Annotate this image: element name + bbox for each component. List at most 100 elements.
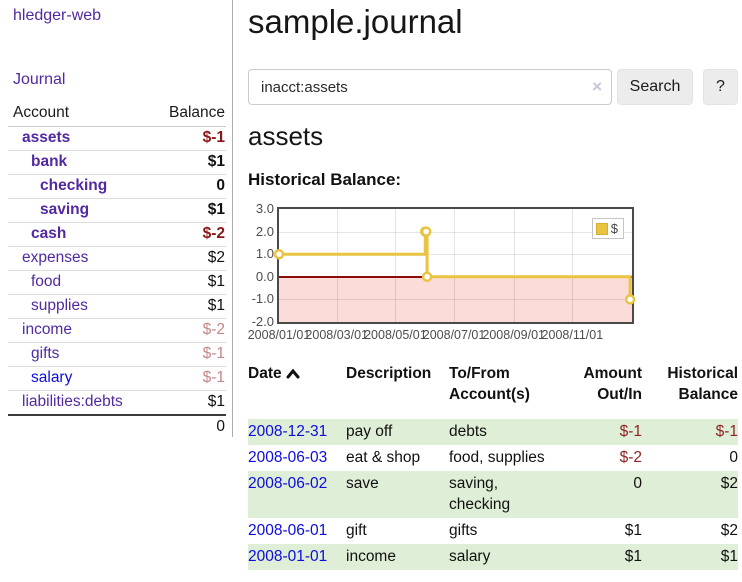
plot-area: $: [277, 207, 634, 324]
account-row: liabilities:debts $1: [8, 391, 226, 416]
account-link[interactable]: checking: [8, 177, 107, 195]
account-row: expenses $2: [8, 247, 226, 271]
account-link[interactable]: cash: [8, 225, 66, 243]
account-link[interactable]: gifts: [8, 345, 59, 363]
accounts-total-value: 0: [150, 415, 226, 439]
account-balance: $1: [150, 199, 226, 223]
transaction-description: gift: [346, 518, 449, 544]
account-balance: $1: [150, 271, 226, 295]
transaction-row: 2008-06-02 save saving, checking 0 $2: [248, 471, 738, 518]
accounts-total-row: 0: [8, 415, 226, 439]
page-title: sample.journal: [248, 0, 463, 44]
accounts-total-spacer: [8, 415, 150, 439]
transaction-accounts: saving, checking: [449, 471, 559, 518]
transaction-date-link[interactable]: 2008-06-01: [248, 522, 327, 539]
y-tick-label: 1.0: [248, 246, 274, 262]
account-row: checking 0: [8, 175, 226, 199]
transaction-accounts: food, supplies: [449, 445, 559, 471]
help-button[interactable]: ?: [703, 69, 738, 105]
sort-ascending-icon[interactable]: [286, 364, 300, 385]
transactions-table: Date Description To/From Account(s) Amou…: [248, 361, 738, 570]
transaction-amount: $-1: [559, 419, 642, 445]
transaction-date-link[interactable]: 2008-06-03: [248, 449, 327, 466]
search-form: × Search ?: [248, 69, 738, 105]
account-row: salary $-1: [8, 367, 226, 391]
sidebar-divider: [232, 0, 233, 437]
account-link[interactable]: income: [8, 321, 72, 339]
account-link[interactable]: bank: [8, 153, 67, 171]
transaction-row: 2008-06-01 gift gifts $1 $2: [248, 518, 738, 544]
account-balance: $-1: [150, 343, 226, 367]
x-tick-label: 2008/09/01: [482, 328, 545, 342]
x-tick-label: 2008/05/01: [364, 328, 427, 342]
account-link[interactable]: supplies: [8, 297, 88, 315]
header-tofrom-accounts: To/From Account(s): [449, 361, 559, 419]
search-button[interactable]: Search: [617, 69, 693, 105]
sidebar-item-journal[interactable]: Journal: [13, 71, 65, 89]
account-balance: $2: [150, 247, 226, 271]
account-balance: $1: [150, 295, 226, 319]
account-link[interactable]: assets: [8, 129, 70, 147]
account-link[interactable]: saving: [8, 201, 89, 219]
series-line: [279, 232, 630, 300]
account-row: food $1: [8, 271, 226, 295]
transaction-description: eat & shop: [346, 445, 449, 471]
y-tick-label: 2.0: [248, 224, 274, 240]
data-point-marker: [626, 295, 634, 303]
historical-balance-chart: 3.02.01.00.0-1.0-2.0 $ 2008/01/012008/03…: [248, 202, 640, 344]
transaction-balance: $-1: [642, 419, 738, 445]
transaction-balance: $2: [642, 518, 738, 544]
clear-search-icon[interactable]: ×: [592, 77, 602, 96]
x-tick-label: 2008/01/01: [248, 328, 311, 342]
account-balance: $1: [150, 151, 226, 175]
data-point-marker: [423, 273, 431, 281]
accounts-header-account: Account: [8, 101, 150, 127]
main-content: sample.journal × Search ? assets Histori…: [248, 0, 738, 582]
legend-swatch: [596, 223, 608, 235]
account-heading: assets: [248, 118, 323, 154]
transaction-accounts: debts: [449, 419, 559, 445]
data-point-marker: [275, 250, 283, 258]
account-row: bank $1: [8, 151, 226, 175]
header-description: Description: [346, 361, 449, 419]
account-balance: 0: [150, 175, 226, 199]
account-row: assets $-1: [8, 127, 226, 151]
account-link[interactable]: food: [8, 273, 61, 291]
accounts-table: Account Balance assets $-1 bank $1 check…: [8, 101, 226, 439]
account-row: supplies $1: [8, 295, 226, 319]
y-tick-label: -1.0: [248, 291, 274, 307]
chart-legend: $: [592, 218, 624, 239]
data-point-marker: [422, 228, 430, 236]
x-tick-label: 2008/07/01: [423, 328, 486, 342]
transaction-date-link[interactable]: 2008-01-01: [248, 548, 327, 565]
transaction-description: pay off: [346, 419, 449, 445]
y-tick-label: 0.0: [248, 269, 274, 285]
x-tick-label: 2008/03/01: [305, 328, 368, 342]
balance-step-line: [279, 209, 632, 322]
account-balance: $-2: [150, 223, 226, 247]
account-row: cash $-2: [8, 223, 226, 247]
transaction-date-link[interactable]: 2008-12-31: [248, 423, 327, 440]
account-link[interactable]: liabilities:debts: [8, 393, 123, 411]
account-balance: $-1: [150, 127, 226, 151]
account-row: income $-2: [8, 319, 226, 343]
account-row: saving $1: [8, 199, 226, 223]
search-input[interactable]: [248, 69, 612, 105]
transaction-balance: $1: [642, 544, 738, 570]
account-link[interactable]: salary: [8, 369, 72, 387]
transaction-row: 2008-06-03 eat & shop food, supplies $-2…: [248, 445, 738, 471]
transaction-balance: $2: [642, 471, 738, 518]
transaction-row: 2008-01-01 income salary $1 $1: [248, 544, 738, 570]
account-link[interactable]: expenses: [8, 249, 88, 267]
account-row: gifts $-1: [8, 343, 226, 367]
app-title-link[interactable]: hledger-web: [13, 7, 101, 25]
transaction-description: income: [346, 544, 449, 570]
transaction-amount: 0: [559, 471, 642, 518]
accounts-header-row: Account Balance: [8, 101, 226, 127]
transaction-date-link[interactable]: 2008-06-02: [248, 475, 327, 492]
header-date[interactable]: Date: [248, 361, 346, 419]
transaction-accounts: gifts: [449, 518, 559, 544]
transactions-header-row: Date Description To/From Account(s) Amou…: [248, 361, 738, 419]
transaction-amount: $-2: [559, 445, 642, 471]
header-historical-balance: Historical Balance: [642, 361, 738, 419]
